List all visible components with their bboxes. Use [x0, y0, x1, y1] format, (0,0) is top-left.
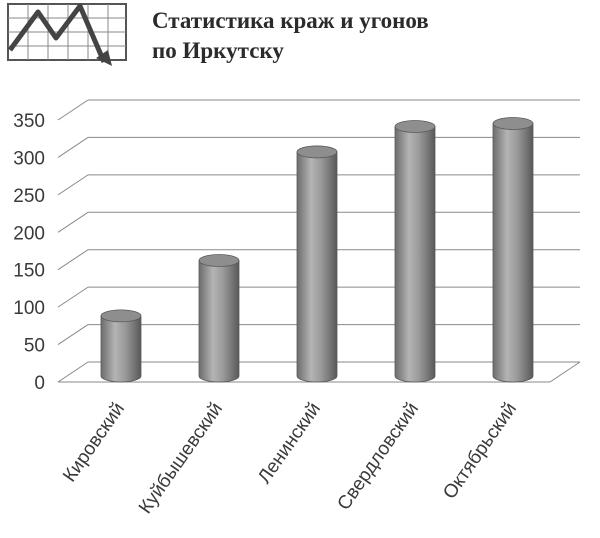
- y-tick-label: 300: [13, 148, 45, 169]
- y-tick-label: 200: [13, 223, 45, 244]
- grid-diagonal-150: [57, 249, 89, 271]
- y-tick-label: 350: [13, 111, 45, 132]
- bar-4: [394, 126, 436, 383]
- bar-top-3: [296, 145, 338, 159]
- grid-diagonal-0: [57, 361, 89, 383]
- bar-top-4: [394, 120, 436, 133]
- bar-top-1: [100, 309, 142, 323]
- bar-2: [198, 260, 240, 383]
- x-category-label: Кировский: [59, 399, 129, 486]
- grid-diagonal-200: [57, 211, 89, 233]
- line-chart-logo-icon: [7, 3, 127, 66]
- y-tick-label: 100: [13, 298, 45, 319]
- bar-top-5: [492, 117, 534, 130]
- bar-3: [296, 151, 338, 383]
- grid-diagonal-50: [57, 324, 89, 345]
- x-category-label: Куйбышевский: [135, 399, 227, 518]
- floor-right-edge: [549, 361, 581, 383]
- grid-diagonal-250: [57, 174, 89, 196]
- chart-title-line-1: Статистика краж и угонов: [152, 8, 429, 33]
- plot-area: 0 50 100 150 200 250 300 350 Кировский Куйбышевск…: [13, 99, 581, 518]
- grid-diagonal-100: [57, 286, 89, 308]
- y-tick-label: 150: [13, 261, 45, 282]
- grid-diagonal-300: [57, 137, 89, 158]
- x-category-label: Свердловский: [334, 399, 424, 514]
- chart-title-line-2: по Иркутску: [152, 38, 284, 63]
- grid-diagonal-350: [57, 99, 89, 121]
- y-tick-label: 250: [13, 186, 45, 207]
- y-tick-label: 0: [34, 373, 45, 394]
- y-tick-label: 50: [24, 336, 45, 357]
- bar-1: [100, 315, 142, 383]
- x-category-label: Ленинский: [254, 399, 325, 488]
- bar-top-2: [198, 254, 240, 267]
- x-category-label: Октябрьский: [439, 399, 521, 503]
- bar-5: [492, 123, 534, 383]
